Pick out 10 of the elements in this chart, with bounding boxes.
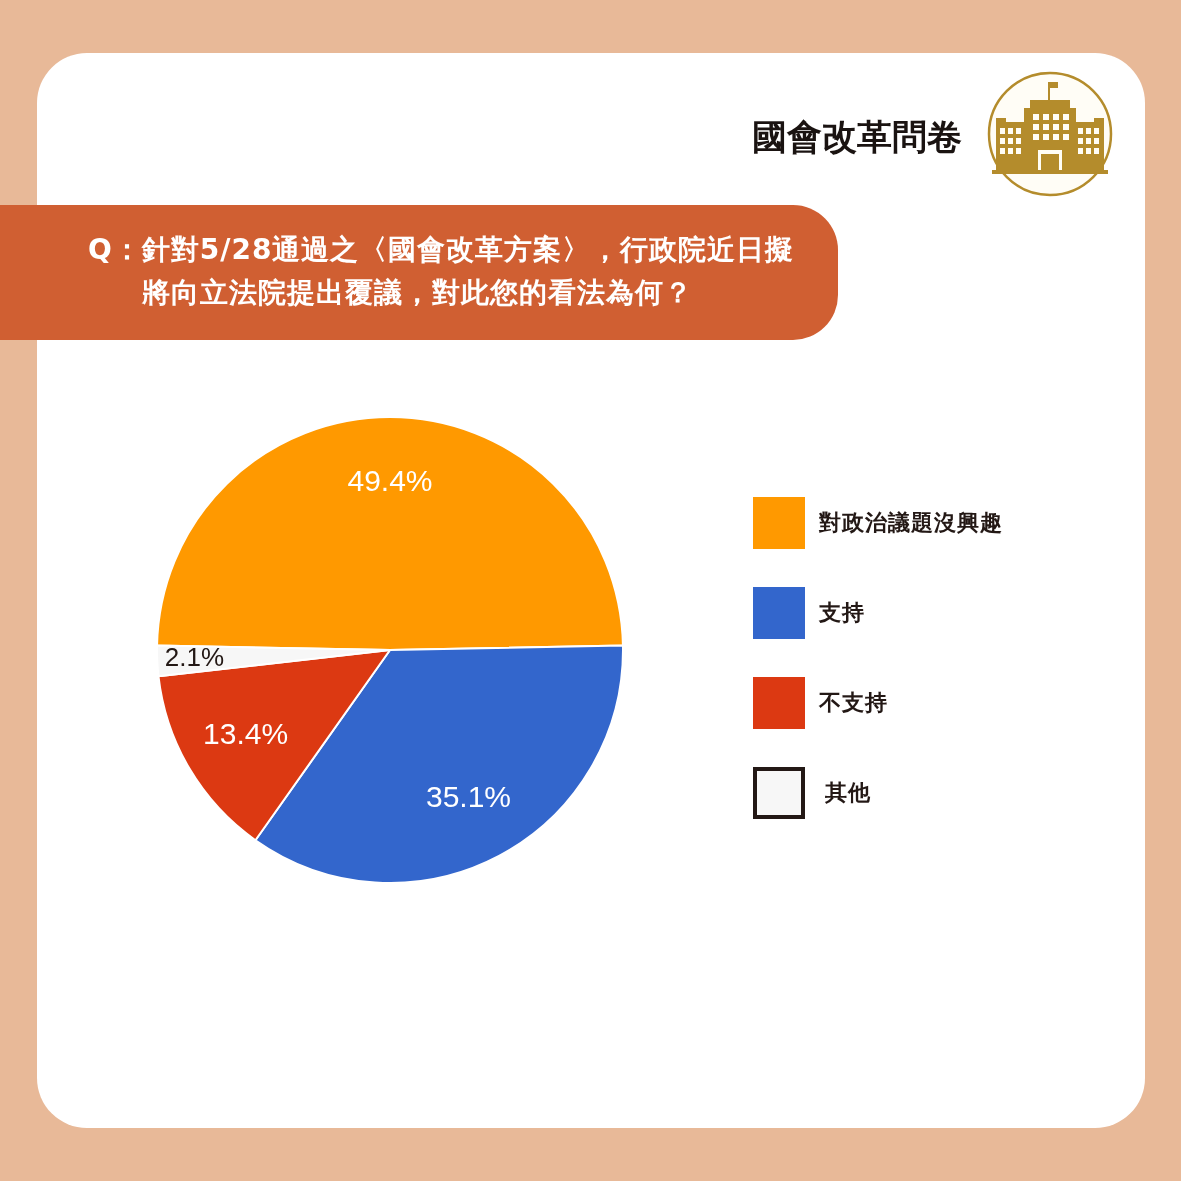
legend-label: 不支持	[819, 689, 888, 717]
legend-label: 其他	[825, 779, 871, 807]
chart-subtitle: Q：針對5/28通過之〈國會改革方案〉，行政院近日擬將向立法院提出覆議，對此您的看法為何？	[88, 232, 796, 311]
chart-title: 國會改革問卷	[752, 117, 962, 159]
data-label: 13.4%	[203, 716, 289, 750]
data-label: 35.1%	[425, 779, 512, 813]
data-label: 49.4%	[347, 463, 433, 497]
legend-label: 支持	[819, 599, 865, 627]
legend-label: 對政治議題沒興趣	[819, 509, 1003, 537]
data-label: 2.1%	[164, 642, 225, 673]
